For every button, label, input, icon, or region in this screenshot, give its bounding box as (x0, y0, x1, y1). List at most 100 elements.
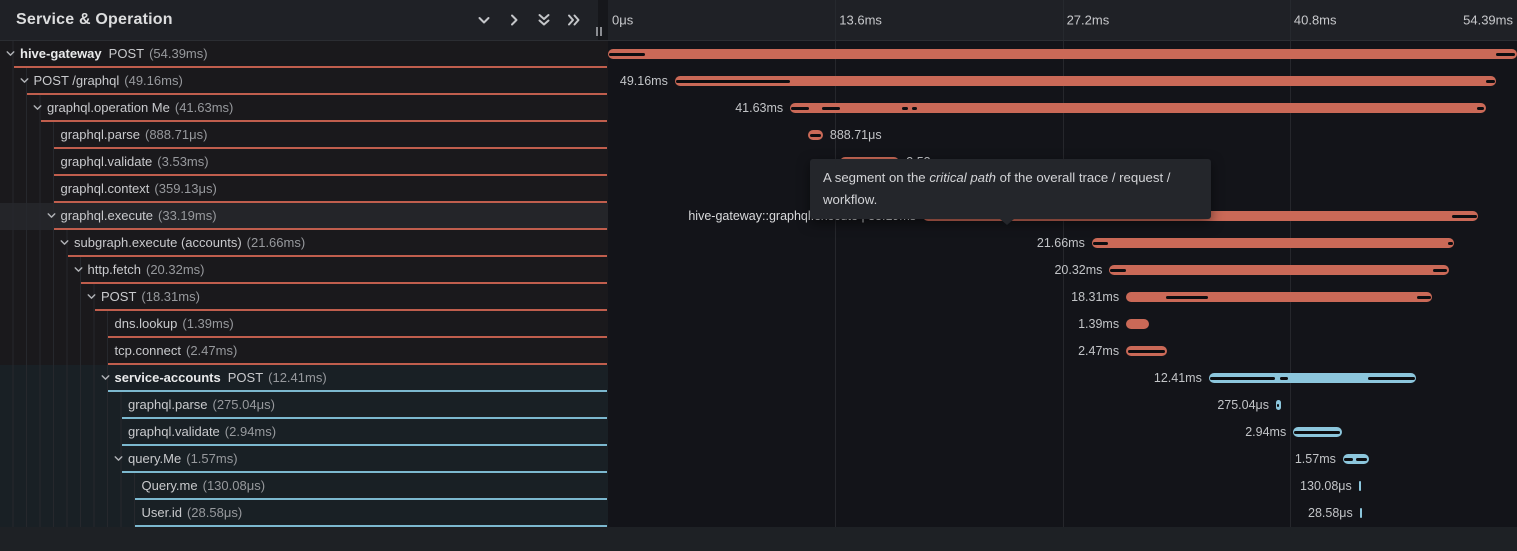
span-row[interactable]: POST /graphql (49.16ms) 49.16ms (0, 68, 1517, 95)
critical-path-segment[interactable] (1127, 349, 1165, 353)
span-bar[interactable] (1126, 319, 1150, 329)
span-row[interactable]: graphql.validate(3.53ms)3.53ms (0, 149, 1517, 176)
chevron-down-icon[interactable] (99, 371, 112, 384)
span-timeline-cell[interactable]: 49.16ms (608, 68, 1517, 95)
span-row[interactable]: dns.lookup (1.39ms) 1.39ms (0, 311, 1517, 338)
span-row[interactable]: graphql.validate (2.94ms) 2.94ms (0, 419, 1517, 446)
span-row[interactable]: tcp.connect (2.47ms) 2.47ms (0, 338, 1517, 365)
span-tree-cell[interactable]: graphql.parse (888.71μs) (0, 122, 608, 149)
chevron-down-icon[interactable] (58, 236, 71, 249)
span-tree-cell[interactable]: graphql.parse (275.04μs) (0, 392, 608, 419)
chevron-down-icon[interactable] (85, 290, 98, 303)
span-tree-cell[interactable]: hive-gateway POST (54.39ms) (0, 41, 608, 68)
span-bar[interactable] (1109, 265, 1449, 275)
critical-path-segment[interactable] (1279, 376, 1289, 380)
span-tree-cell[interactable]: tcp.connect (2.47ms) (0, 338, 608, 365)
critical-path-segment[interactable] (1477, 106, 1484, 110)
span-timeline-cell[interactable]: 2.94ms (608, 419, 1517, 446)
critical-path-segment[interactable] (1447, 241, 1453, 245)
critical-path-segment[interactable] (1486, 79, 1496, 83)
span-row[interactable]: hive-gateway POST (54.39ms) (0, 41, 1517, 68)
critical-path-segment[interactable] (1368, 376, 1416, 380)
critical-path-segment[interactable] (912, 106, 918, 110)
span-timeline-cell[interactable]: 130.08μs (608, 473, 1517, 500)
span-tree-cell[interactable]: graphql.execute (33.19ms) (0, 203, 608, 230)
span-tree-cell[interactable]: graphql.operation Me (41.63ms) (0, 95, 608, 122)
critical-path-segment[interactable] (608, 52, 645, 56)
span-tree-cell[interactable]: Query.me (130.08μs) (0, 473, 608, 500)
critical-path-segment[interactable] (1496, 52, 1516, 56)
span-tree-cell[interactable]: POST /graphql (49.16ms) (0, 68, 608, 95)
critical-path-segment[interactable] (1432, 268, 1447, 272)
span-timeline-cell[interactable] (608, 41, 1517, 68)
span-timeline-cell[interactable]: 1.39ms (608, 311, 1517, 338)
critical-path-segment[interactable] (1416, 295, 1432, 299)
chevron-down-icon[interactable] (72, 263, 85, 276)
critical-path-segment[interactable] (1451, 214, 1478, 218)
span-tree-cell[interactable]: http.fetch (20.32ms) (0, 257, 608, 284)
chevron-down-icon[interactable] (4, 47, 17, 60)
span-timeline-cell[interactable]: 20.32ms (608, 257, 1517, 284)
span-row[interactable]: graphql.context(359.13μs)359.13μs (0, 176, 1517, 203)
span-row[interactable]: query.Me (1.57ms) 1.57ms (0, 446, 1517, 473)
span-bar[interactable] (1358, 481, 1361, 491)
span-row[interactable]: Query.me (130.08μs) 130.08μs (0, 473, 1517, 500)
critical-path-segment[interactable] (1092, 241, 1108, 245)
span-bar[interactable] (1276, 400, 1281, 410)
critical-path-segment[interactable] (1166, 295, 1208, 299)
critical-path-segment[interactable] (1276, 403, 1280, 407)
span-row[interactable]: service-accounts POST (12.41ms) 12.41ms (0, 365, 1517, 392)
double-chevron-right-icon[interactable] (566, 12, 582, 28)
span-timeline-cell[interactable]: 28.58μs (608, 500, 1517, 527)
chevron-right-icon[interactable] (506, 12, 522, 28)
span-row[interactable]: graphql.parse (888.71μs) 888.71μs (0, 122, 1517, 149)
span-row[interactable]: graphql.execute (33.19ms) hive-gateway::gr… (0, 203, 1517, 230)
critical-path-segment[interactable] (902, 106, 908, 110)
span-timeline-cell[interactable]: 21.66ms (608, 230, 1517, 257)
span-tree-cell[interactable]: service-accounts POST (12.41ms) (0, 365, 608, 392)
span-timeline-cell[interactable]: 41.63ms (608, 95, 1517, 122)
chevron-down-icon[interactable] (31, 101, 44, 114)
span-bar[interactable] (1126, 292, 1433, 302)
span-row[interactable]: POST (18.31ms) 18.31ms (0, 284, 1517, 311)
span-tree-cell[interactable]: subgraph.execute (accounts) (21.66ms) (0, 230, 608, 257)
critical-path-segment[interactable] (1110, 268, 1127, 272)
span-timeline-cell[interactable]: 888.71μs (608, 122, 1517, 149)
span-timeline-cell[interactable]: 2.47ms (608, 338, 1517, 365)
span-row[interactable]: User.id (28.58μs) 28.58μs (0, 500, 1517, 527)
span-bar[interactable] (808, 130, 823, 140)
span-timeline-cell[interactable]: 12.41ms (608, 365, 1517, 392)
double-chevron-down-icon[interactable] (536, 12, 552, 28)
span-tree-cell[interactable]: graphql.context (359.13μs) (0, 176, 608, 203)
critical-path-segment[interactable] (1355, 457, 1367, 461)
chevron-down-icon[interactable] (476, 12, 492, 28)
span-bar[interactable] (1126, 346, 1168, 356)
span-bar[interactable] (1342, 454, 1370, 464)
critical-path-segment[interactable] (821, 106, 841, 110)
critical-path-segment[interactable] (1209, 376, 1275, 380)
span-bar[interactable] (1208, 373, 1417, 383)
span-tree-cell[interactable]: graphql.validate (3.53ms) (0, 149, 608, 176)
span-timeline-cell[interactable]: 1.57ms (608, 446, 1517, 473)
chevron-down-icon[interactable] (18, 74, 31, 87)
critical-path-segment[interactable] (1343, 457, 1354, 461)
span-timeline-cell[interactable]: 18.31ms (608, 284, 1517, 311)
span-bar[interactable] (1091, 238, 1454, 248)
span-bar[interactable] (1293, 427, 1343, 437)
span-bar[interactable] (790, 103, 1486, 113)
span-tree-cell[interactable]: User.id (28.58μs) (0, 500, 608, 527)
span-tree-cell[interactable]: query.Me (1.57ms) (0, 446, 608, 473)
panel-resize-grip-icon[interactable] (595, 27, 603, 36)
span-tree-cell[interactable]: POST (18.31ms) (0, 284, 608, 311)
critical-path-segment[interactable] (790, 106, 810, 110)
critical-path-segment[interactable] (810, 133, 822, 137)
span-row[interactable]: subgraph.execute (accounts) (21.66ms) 21.6… (0, 230, 1517, 257)
critical-path-segment[interactable] (675, 79, 791, 83)
span-tree-cell[interactable]: graphql.validate (2.94ms) (0, 419, 608, 446)
span-row[interactable]: graphql.operation Me (41.63ms) 41.63ms (0, 95, 1517, 122)
span-tree-cell[interactable]: dns.lookup (1.39ms) (0, 311, 608, 338)
span-bar[interactable] (1359, 508, 1362, 518)
span-bar[interactable] (608, 49, 1517, 59)
span-row[interactable]: graphql.parse (275.04μs) 275.04μs (0, 392, 1517, 419)
span-row[interactable]: http.fetch (20.32ms) 20.32ms (0, 257, 1517, 284)
